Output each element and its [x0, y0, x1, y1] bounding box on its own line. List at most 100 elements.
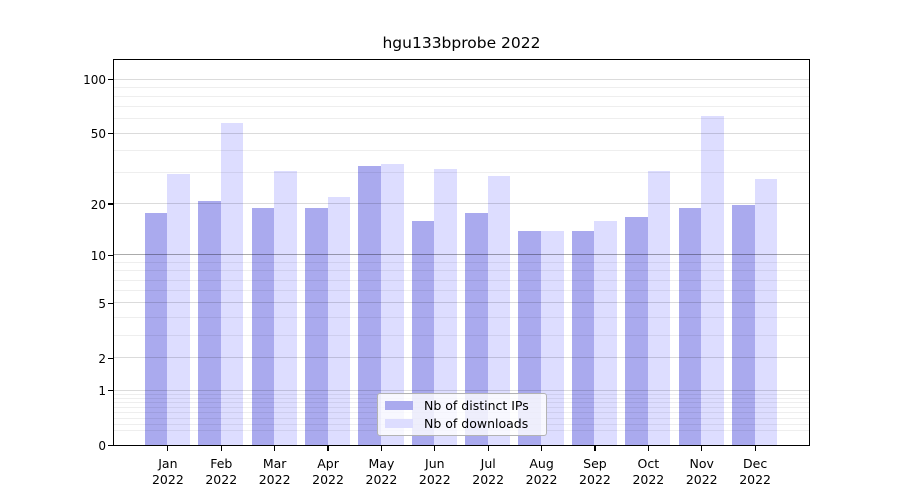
y-tick-label-5: 5 — [98, 296, 106, 311]
legend: Nb of distinct IPs Nb of downloads — [377, 393, 547, 436]
bars-layer — [114, 60, 809, 445]
gridline-90 — [114, 86, 809, 88]
x-tick-label-jun-2022: Jun 2022 — [403, 456, 467, 488]
x-tick-mark-aug-2022 — [540, 446, 543, 451]
x-tick-year: 2022 — [258, 471, 291, 487]
gridline-5 — [114, 302, 809, 304]
x-tick-year: 2022 — [632, 471, 665, 487]
gridline-3 — [114, 334, 809, 336]
bar-nb-of-downloads-aug-2022 — [541, 231, 564, 445]
x-tick-mark-jun-2022 — [434, 446, 436, 451]
x-tick-month: Mar — [262, 455, 287, 471]
x-tick-label-apr-2022: Apr 2022 — [296, 456, 360, 488]
bar-nb-of-distinct-ips-jul-2022 — [465, 212, 488, 445]
bar-nb-of-downloads-sep-2022 — [594, 221, 618, 445]
x-tick-year: 2022 — [472, 471, 505, 487]
x-tick-mark-dec-2022 — [754, 446, 756, 451]
bar-nb-of-downloads-oct-2022 — [647, 171, 671, 445]
x-tick-year: 2022 — [685, 471, 718, 487]
x-tick-label-sep-2022: Sep 2022 — [563, 456, 627, 488]
gridline-20 — [114, 203, 809, 205]
x-tick-label-nov-2022: Nov 2022 — [670, 456, 734, 488]
y-tick-mark-1 — [108, 389, 113, 392]
x-tick-mark-jan-2022 — [167, 446, 169, 451]
legend-label-nb-of-distinct-ips: Nb of distinct IPs — [424, 398, 529, 414]
x-tick-year: 2022 — [418, 471, 451, 487]
bar-nb-of-distinct-ips-apr-2022 — [304, 208, 328, 445]
legend-swatch-nb-of-downloads — [385, 418, 413, 428]
y-tick-label-1: 1 — [98, 384, 106, 399]
x-tick-mark-oct-2022 — [647, 446, 649, 451]
x-tick-mark-sep-2022 — [594, 446, 596, 451]
bar-nb-of-distinct-ips-sep-2022 — [571, 231, 595, 445]
x-tick-month: Jan — [158, 455, 178, 471]
bar-nb-of-downloads-may-2022 — [380, 164, 404, 445]
x-tick-mark-may-2022 — [380, 446, 382, 451]
x-tick-year: 2022 — [739, 471, 772, 487]
x-tick-year: 2022 — [525, 471, 558, 487]
bar-nb-of-distinct-ips-nov-2022 — [678, 208, 702, 445]
x-tick-month: Sep — [583, 455, 607, 471]
gridline-70 — [114, 106, 809, 108]
y-tick-label-100: 100 — [83, 73, 106, 87]
legend-row-nb-of-downloads: Nb of downloads — [385, 416, 538, 431]
y-tick-label-50: 50 — [90, 127, 106, 142]
bar-nb-of-downloads-feb-2022 — [220, 122, 244, 445]
legend-label-nb-of-downloads: Nb of downloads — [424, 415, 529, 431]
x-tick-label-mar-2022: Mar 2022 — [243, 456, 307, 488]
bar-nb-of-distinct-ips-feb-2022 — [198, 200, 221, 445]
bar-nb-of-distinct-ips-mar-2022 — [251, 208, 275, 445]
gridline-8 — [114, 270, 809, 272]
x-tick-year: 2022 — [312, 471, 344, 487]
x-tick-label-jul-2022: Jul 2022 — [456, 456, 520, 488]
x-tick-month: Nov — [689, 455, 714, 471]
x-tick-month: Feb — [210, 455, 233, 471]
x-tick-year: 2022 — [579, 471, 611, 487]
gridline-80 — [114, 96, 809, 97]
gridline-4 — [114, 316, 809, 318]
x-tick-label-aug-2022: Aug 2022 — [510, 456, 574, 488]
x-tick-mark-mar-2022 — [274, 446, 276, 451]
y-tick-label-2: 2 — [98, 351, 106, 366]
bar-nb-of-distinct-ips-jan-2022 — [144, 212, 168, 445]
bar-nb-of-distinct-ips-jun-2022 — [411, 221, 435, 445]
x-tick-label-oct-2022: Oct 2022 — [616, 456, 680, 488]
gridline-9 — [114, 261, 809, 263]
y-tick-mark-2 — [108, 357, 113, 359]
x-tick-year: 2022 — [205, 471, 238, 487]
x-tick-label-feb-2022: Feb 2022 — [189, 456, 253, 488]
legend-row-nb-of-distinct-ips: Nb of distinct IPs — [385, 398, 538, 413]
x-tick-year: 2022 — [151, 471, 184, 487]
bar-nb-of-distinct-ips-oct-2022 — [625, 216, 648, 445]
gridline-1 — [114, 389, 809, 391]
x-tick-mark-feb-2022 — [220, 446, 222, 451]
y-tick-mark-100 — [108, 78, 113, 81]
bar-nb-of-downloads-jun-2022 — [434, 168, 457, 445]
bar-nb-of-downloads-mar-2022 — [274, 171, 297, 445]
gridline-60 — [114, 118, 809, 120]
x-tick-mark-apr-2022 — [327, 446, 329, 451]
y-tick-label-10: 10 — [90, 248, 106, 263]
y-tick-mark-10 — [108, 254, 113, 256]
y-tick-mark-20 — [108, 203, 113, 205]
gridline-30 — [114, 172, 809, 174]
x-tick-month: Aug — [529, 455, 554, 471]
bar-nb-of-downloads-jul-2022 — [487, 176, 511, 445]
x-tick-label-may-2022: May 2022 — [349, 456, 413, 488]
gridline-10 — [114, 254, 809, 256]
x-tick-mark-nov-2022 — [701, 446, 703, 451]
bar-nb-of-downloads-apr-2022 — [327, 197, 351, 445]
bar-nb-of-distinct-ips-dec-2022 — [732, 204, 755, 445]
gridline-7 — [114, 279, 809, 281]
bar-nb-of-downloads-dec-2022 — [754, 178, 778, 445]
x-tick-month: May — [368, 455, 395, 471]
x-tick-label-dec-2022: Dec 2022 — [723, 456, 787, 488]
bar-nb-of-distinct-ips-aug-2022 — [518, 231, 542, 445]
x-tick-mark-jul-2022 — [487, 446, 489, 451]
legend-swatch-nb-of-distinct-ips — [385, 401, 413, 411]
gridline-6 — [114, 290, 809, 292]
plot-area: Nb of distinct IPs Nb of downloads — [113, 59, 810, 446]
gridline-40 — [114, 150, 809, 151]
y-tick-label-0: 0 — [98, 439, 106, 453]
gridline-100 — [114, 78, 809, 80]
